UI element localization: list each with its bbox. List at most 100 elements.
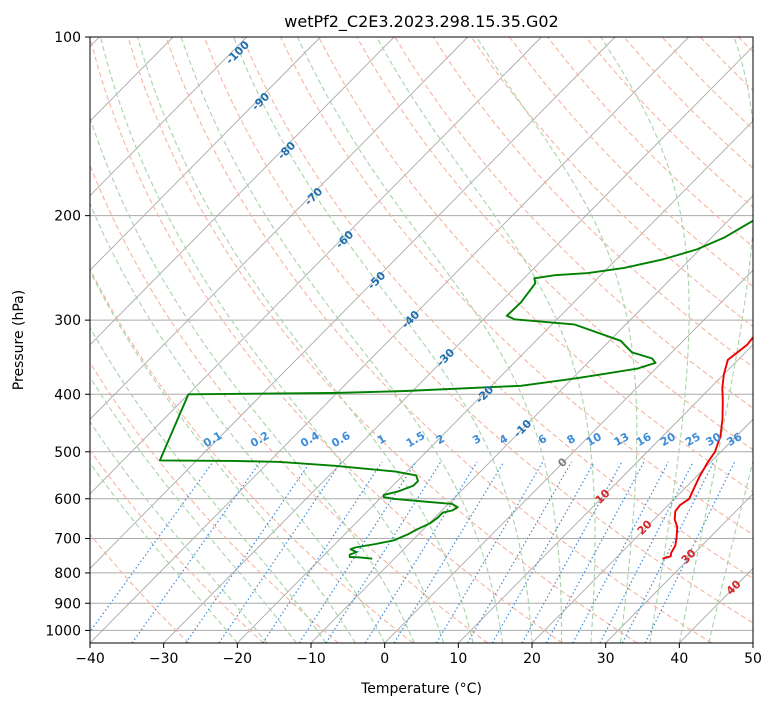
moist-adiabat-line [90,376,297,643]
isotherm-line [384,269,753,643]
mixing-ratio-label: 0.2 [248,429,271,450]
mixing-ratio-line [185,461,311,643]
isotherm-line [90,37,469,420]
moist-adiabat-line [376,37,596,643]
mixing-ratio-line [599,461,694,643]
mixing-ratio-line [90,461,214,633]
x-tick-label: 0 [380,651,389,667]
x-tick-label: −40 [75,651,105,667]
pressure-gridlines [90,37,753,631]
dry-adiabat-line [470,37,753,328]
moist-adiabat-line [708,459,753,643]
dry-adiabat-line [356,37,753,451]
mixing-ratio-line [218,461,342,643]
isotherm-line [163,45,753,643]
mixing-ratio-line [364,461,478,643]
chart-title: wetPf2_C2E3.2023.298.15.35.G02 [284,12,558,32]
mixing-ratio-label: 6 [536,432,549,447]
y-axis: 1000 900 800 700 600 500 400 300 200 100 [45,30,90,639]
moist-adiabat-line [100,37,445,643]
moist-adiabat-line [297,37,563,643]
dry-adiabats [90,37,753,643]
mixing-ratio-label: 25 [683,430,703,449]
isotherm-line [458,344,753,643]
isotherm-line [752,642,753,643]
dry-adiabat-line [661,37,753,130]
y-tick-label: 500 [54,445,81,461]
sounding-series [158,219,753,560]
mixing-ratio-label: 20 [658,430,678,449]
x-tick-label: −30 [149,651,179,667]
mixing-ratio-label: 0.4 [298,429,322,450]
mixing-ratio-line [644,461,736,643]
isotherm-line [90,37,248,197]
moist-adiabat-line [90,461,238,643]
dry-adiabat-line [127,37,638,643]
dewpoint-profile-line [158,219,753,560]
moist-adiabat-line [90,326,327,643]
x-tick-label: 20 [523,651,541,667]
dry-adiabat-line [90,267,414,643]
x-tick-label: −20 [223,651,253,667]
mixing-ratio-line [621,461,715,643]
moist-adiabat-line [180,37,504,643]
isotherm-line [90,37,321,271]
y-tick-label: 700 [54,532,81,548]
temperature-profile-line [662,335,753,560]
plot-area [90,37,753,643]
x-axis: −40 −30 −20 −10 0 10 20 30 40 50 [75,643,762,667]
moist-adiabat-line [90,420,268,643]
skewed-isotherms [90,37,753,643]
mixing-ratio-line [466,461,573,643]
mixing-ratio-line [325,461,442,643]
isotherm-line [90,37,616,570]
dry-adiabat-line [318,37,753,493]
dry-adiabat-line [90,449,264,643]
mixing-ratio-label: 4 [497,432,510,447]
y-tick-label: 200 [54,209,81,225]
dry-adiabat-line [165,37,712,643]
mixing-ratio-label: 36 [724,430,744,449]
moist-adiabat-line [90,202,386,643]
dry-adiabat-label: -50 [365,269,388,292]
isotherm-line [90,37,690,643]
y-axis-label: Pressure (hPa) [11,290,27,390]
mixing-ratio-line [491,461,595,643]
moist-adiabat-line [90,269,356,643]
mixing-ratio-line [131,461,261,643]
dry-adiabat-line [432,37,753,368]
dry-adiabat-line [280,37,753,536]
isotherm-line [90,37,542,495]
moist-adiabat-line [678,37,753,643]
x-tick-label: 50 [744,651,762,667]
x-tick-label: −10 [296,651,326,667]
mixing-ratio-label: 2 [434,432,447,447]
dry-adiabat-label: -100 [223,38,252,67]
x-tick-label: 10 [449,651,467,667]
mixing-ratio-label: 10 [584,430,604,449]
dry-adiabat-label: -60 [333,228,356,251]
mixing-ratio-label: 13 [612,430,632,449]
adiabat-annotations: -100-90-80-70-60-50-40-30-20-10010203040… [201,38,744,598]
y-tick-label: 1000 [45,623,81,639]
mixing-ratio-line [393,461,505,643]
mixing-ratio-line [298,461,417,643]
moist-adiabat-line [600,37,690,643]
moist-adiabat-line [90,115,415,643]
x-tick-label: 30 [597,651,615,667]
y-tick-label: 900 [54,596,81,612]
mixing-ratio-label: 0.6 [329,429,353,450]
y-tick-label: 400 [54,387,81,403]
x-tick-label: 40 [670,651,688,667]
y-tick-label: 300 [54,313,81,329]
dry-adiabat-label: -80 [275,139,298,162]
dry-adiabat-line [509,37,753,288]
dry-adiabat-line [738,37,753,53]
mixing-ratio-label: 0.1 [201,429,224,450]
mixing-ratio-lines [90,461,736,643]
dry-adiabat-label: 20 [635,517,655,537]
dry-adiabat-label: -40 [399,308,422,331]
moist-adiabats [90,37,753,643]
isotherm-line [90,37,395,346]
